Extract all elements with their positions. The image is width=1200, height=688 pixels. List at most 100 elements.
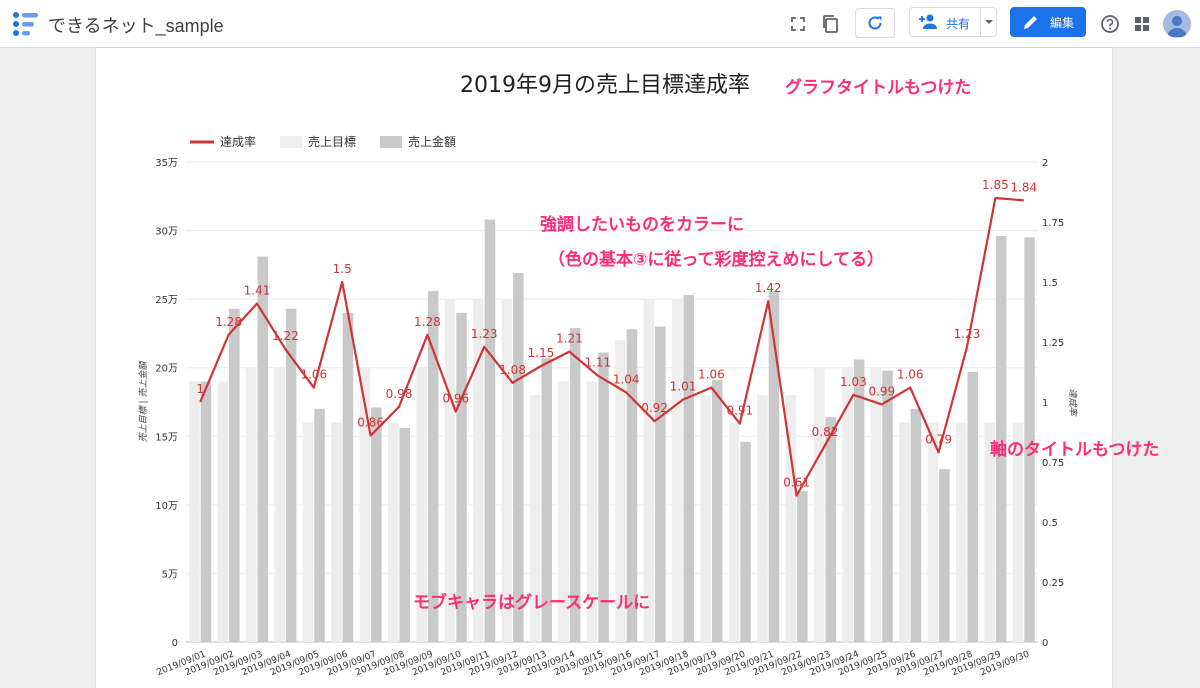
bar-sales [314,408,325,642]
y-tick-left: 30万 [155,227,178,238]
pencil-icon [1024,16,1037,29]
rate-data-label: 1.41 [244,284,271,298]
copy-icon[interactable] [818,12,842,36]
help-icon[interactable] [1098,12,1122,36]
annotation-color-note-1: 強調したいものをカラーに [540,214,744,235]
rate-data-label: 0.91 [726,404,753,418]
y-tick-right: 2 [1042,158,1048,169]
bar-sales [995,236,1007,643]
rate-data-label: 1.06 [300,368,327,382]
bar-target [217,381,229,642]
rate-data-label: 1.23 [954,327,981,341]
chevron-down-icon[interactable] [983,12,995,32]
bar-target [672,299,683,642]
avatar[interactable] [1163,10,1191,38]
refresh-icon [868,16,882,30]
bar-target [927,422,939,642]
bar-target [870,367,882,642]
bar-sales [342,312,354,642]
bar-target [1012,422,1024,642]
rate-data-label: 0.92 [641,401,668,415]
edit-button[interactable]: 編集 [1010,7,1086,37]
data-studio-logo[interactable] [12,10,40,38]
bar-sales [1024,237,1035,642]
bar-sales [484,219,496,642]
bars [189,219,1035,643]
top-bar: できるネット_sample 共有 編集 [0,0,1200,48]
share-button[interactable]: 共有 [909,7,997,37]
bar-sales [853,359,865,642]
rate-data-label: 1.06 [698,368,725,382]
y-tick-right: 0 [1042,638,1048,649]
bar-target [728,422,740,642]
bar-target [388,422,399,642]
rate-data-label: 1.22 [272,329,299,343]
rate-data-label: 1.21 [556,332,583,346]
rate-data-label: 1.28 [215,315,242,329]
bar-target [444,299,456,642]
fullscreen-icon[interactable] [786,12,810,36]
bar-sales [399,428,410,642]
bar-target [984,422,995,642]
bar-sales [200,381,212,642]
rate-data-label: 1.08 [499,363,526,377]
annotation-gray-note: モブキャラはグレースケールに [413,592,650,613]
edit-label: 編集 [1050,16,1075,30]
legend: 達成率 売上目標 売上金額 [190,134,456,149]
bar-sales [711,380,723,642]
bar-sales [626,329,638,642]
legend-label-target: 売上目標 [308,134,356,149]
rate-data-label: 1.04 [613,372,640,386]
bar-target [189,381,200,642]
bar-sales [967,371,978,642]
bar-target [246,367,257,642]
bar-sales [229,308,240,642]
report-title[interactable]: できるネット_sample [48,16,224,36]
rate-data-label: 1.01 [670,380,697,394]
bar-sales [598,352,609,642]
rate-data-label: 1.11 [584,356,611,370]
bar-sales [427,290,439,642]
bar-sales [683,295,694,642]
y-tick-right: 0.75 [1042,458,1064,469]
rate-data-label: 0.99 [868,384,895,398]
share-label: 共有 [946,17,971,31]
y-tick-left: 5万 [162,569,178,580]
bar-sales [285,308,297,642]
bar-sales [371,407,382,642]
rate-data-label: 0.82 [812,425,839,439]
y-tick-left: 20万 [155,364,178,375]
y-axis-left: 0 5万 10万 15万 20万 25万 30万 35万 [155,158,178,649]
bar-target [302,422,314,642]
bar-sales [456,312,467,642]
bar-target [359,367,371,642]
rate-data-label: 1.5 [333,262,352,276]
y-tick-left: 10万 [155,501,178,512]
y-tick-left: 0 [172,638,178,649]
bar-sales [655,326,666,642]
rate-data-label: 0.96 [442,392,469,406]
y-tick-right: 1.75 [1042,218,1064,229]
refresh-button[interactable] [855,8,895,38]
rate-data-label: 1.15 [528,346,555,360]
bar-target [643,299,655,642]
bar-sales [797,491,808,642]
rate-data-label: 0.61 [783,476,810,490]
y-tick-right: 0.25 [1042,578,1064,589]
bar-target [700,395,711,642]
x-axis: 2019/09/012019/09/022019/09/032019/09/04… [155,649,1031,678]
bar-sales [939,469,950,642]
add-person-icon [919,14,937,29]
apps-grid-icon[interactable] [1130,12,1154,36]
rate-data-label: 1.03 [840,375,867,389]
rate-data-label: 1.84 [1010,180,1037,194]
bar-target [757,395,768,642]
bar-target [331,422,342,642]
bar-target [416,367,427,642]
y-tick-left: 25万 [155,295,178,306]
bar-sales [513,273,524,642]
bar-target [615,340,626,642]
bar-sales [825,417,836,642]
legend-target-swatch [280,136,302,148]
